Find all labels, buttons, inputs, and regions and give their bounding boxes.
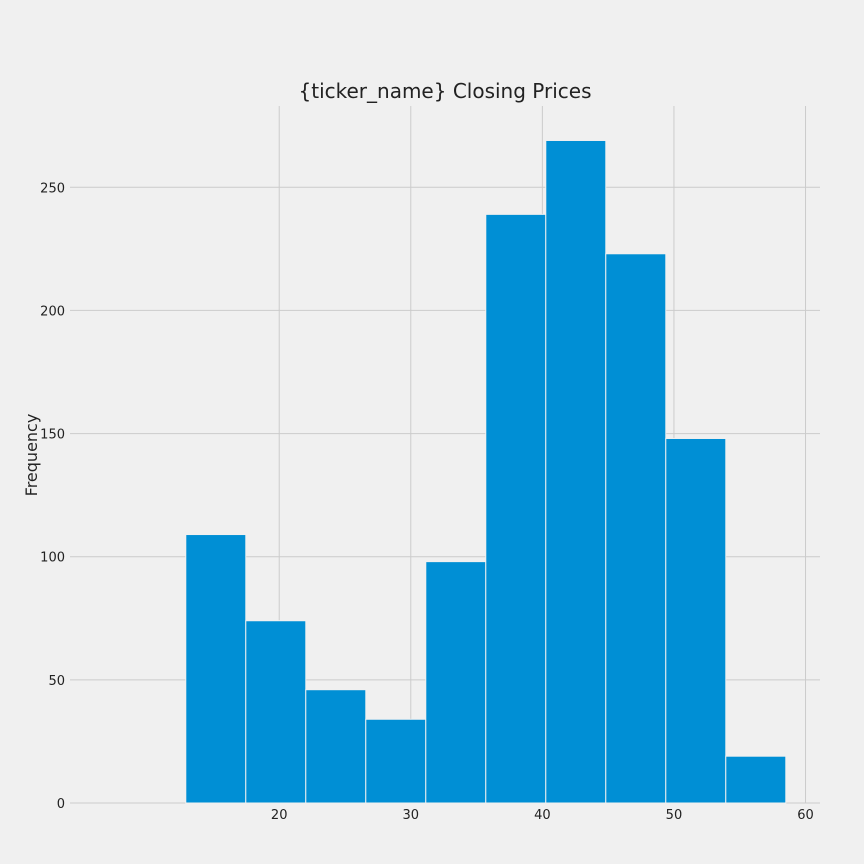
histogram-bar-9 xyxy=(725,755,787,804)
x-tick-label-2: 40 xyxy=(534,808,551,823)
ticks-layer: 0 50 100 150 200 250 20 30 40 50 60 xyxy=(40,181,814,823)
y-axis-label: Frequency xyxy=(22,414,41,497)
x-tick-label-4: 60 xyxy=(797,808,814,823)
y-tick-label-2: 100 xyxy=(40,551,65,566)
x-tick-label-1: 30 xyxy=(403,808,420,823)
histogram-bar-2 xyxy=(305,689,367,804)
histogram-bar-1 xyxy=(245,620,307,804)
bars-layer xyxy=(185,139,787,804)
histogram-bar-3 xyxy=(365,718,427,804)
histogram-bar-5 xyxy=(485,213,547,804)
histogram-bar-7 xyxy=(605,253,667,804)
y-tick-label-1: 50 xyxy=(48,674,65,689)
x-tick-label-3: 50 xyxy=(666,808,683,823)
histogram-bar-4 xyxy=(425,561,487,804)
y-tick-label-3: 150 xyxy=(40,428,65,443)
histogram-bar-8 xyxy=(665,437,727,804)
histogram-bar-0 xyxy=(185,534,247,804)
x-tick-label-0: 20 xyxy=(271,808,288,823)
y-tick-label-5: 250 xyxy=(40,181,65,196)
y-tick-label-0: 0 xyxy=(57,797,65,812)
y-tick-label-4: 200 xyxy=(40,304,65,319)
histogram-bar-6 xyxy=(545,139,607,804)
chart-title: {ticker_name} Closing Prices xyxy=(299,79,592,103)
